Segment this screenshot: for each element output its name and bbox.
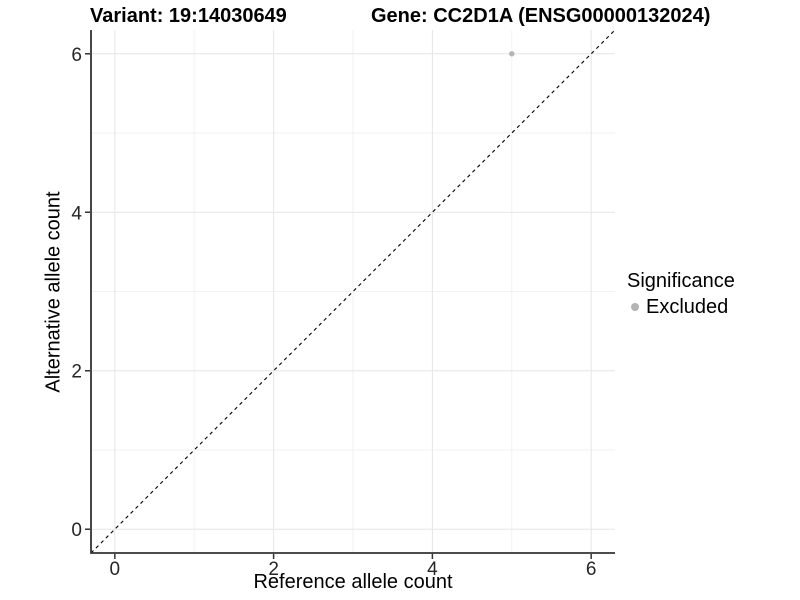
y-axis-title: Alternative allele count <box>42 191 65 393</box>
x-tick-label: 4 <box>427 559 438 580</box>
x-axis-title: Reference allele count <box>253 571 453 593</box>
x-tick-label: 2 <box>268 559 279 580</box>
legend-item-label: Excluded <box>646 296 729 318</box>
legend: Significance Excluded <box>627 269 735 319</box>
y-tick-label: 0 <box>71 520 82 541</box>
axis-lines <box>90 30 615 554</box>
data-point <box>509 51 515 57</box>
plot-title-variant: Variant: 19:14030649 <box>90 5 287 27</box>
y-tick-label: 2 <box>71 362 82 383</box>
legend-point-icon <box>631 303 639 311</box>
identity-line <box>90 29 616 554</box>
plot-title-gene: Gene: CC2D1A (ENSG00000132024) <box>371 5 711 27</box>
y-tick-label: 6 <box>71 45 82 66</box>
legend-title: Significance <box>627 270 735 292</box>
y-tick-label: 4 <box>71 203 82 224</box>
x-tick-label: 0 <box>110 559 121 580</box>
legend-item-excluded: Excluded <box>627 295 735 319</box>
x-tick-label: 6 <box>586 559 597 580</box>
